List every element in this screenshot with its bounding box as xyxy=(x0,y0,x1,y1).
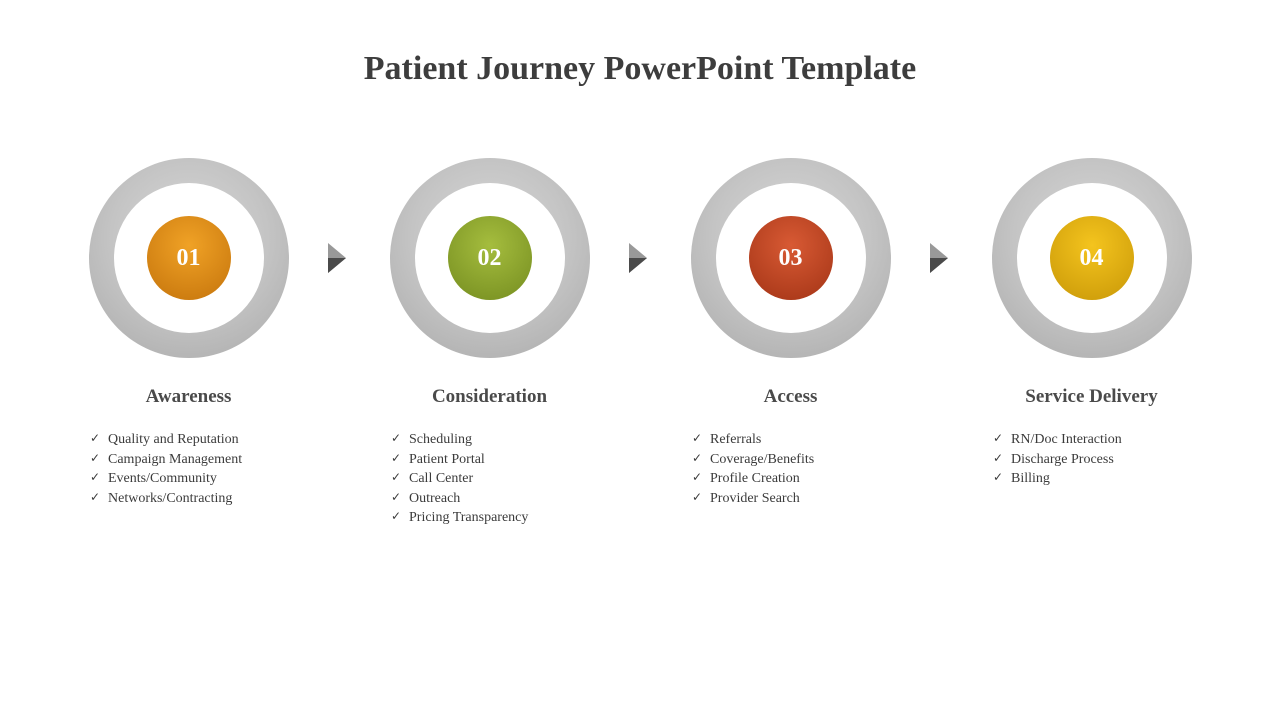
bullet-item: Outreach xyxy=(391,489,528,509)
step-ring-inner: 03 xyxy=(716,183,866,333)
step-title: Service Delivery xyxy=(1025,386,1157,408)
arrow-icon xyxy=(618,158,662,358)
step-01: 01 Awareness Quality and ReputationCampaig… xyxy=(60,158,317,508)
step-ring-inner: 04 xyxy=(1017,183,1167,333)
bullet-item: Referrals xyxy=(692,430,814,450)
step-title: Awareness xyxy=(146,386,232,408)
step-core: 04 xyxy=(1050,216,1134,300)
step-04: 04 Service Delivery RN/Doc InteractionDisc… xyxy=(963,158,1220,489)
arrow-icon xyxy=(317,158,361,358)
step-ring: 01 xyxy=(89,158,289,358)
bullet-item: Pricing Transparency xyxy=(391,508,528,528)
step-title: Access xyxy=(764,386,818,408)
step-ring: 02 xyxy=(390,158,590,358)
step-bullets: SchedulingPatient PortalCall CenterOutre… xyxy=(361,430,528,528)
bullet-item: Quality and Reputation xyxy=(90,430,242,450)
bullet-item: Campaign Management xyxy=(90,450,242,470)
bullet-item: Patient Portal xyxy=(391,450,528,470)
slide-title: Patient Journey PowerPoint Template xyxy=(60,50,1220,88)
step-03: 03 Access ReferralsCoverage/BenefitsProfil… xyxy=(662,158,919,508)
step-02: 02 Consideration SchedulingPatient PortalC… xyxy=(361,158,618,528)
bullet-item: Profile Creation xyxy=(692,469,814,489)
step-ring-inner: 01 xyxy=(114,183,264,333)
step-ring: 04 xyxy=(992,158,1192,358)
bullet-item: Coverage/Benefits xyxy=(692,450,814,470)
step-core: 02 xyxy=(448,216,532,300)
step-core: 01 xyxy=(147,216,231,300)
step-ring-inner: 02 xyxy=(415,183,565,333)
bullet-item: Billing xyxy=(993,469,1122,489)
slide: Patient Journey PowerPoint Template 01 Aw… xyxy=(0,0,1280,720)
bullet-item: Networks/Contracting xyxy=(90,489,242,509)
arrow-icon xyxy=(919,158,963,358)
step-bullets: RN/Doc InteractionDischarge ProcessBilli… xyxy=(963,430,1122,489)
bullet-item: Events/Community xyxy=(90,469,242,489)
bullet-item: Provider Search xyxy=(692,489,814,509)
step-ring: 03 xyxy=(691,158,891,358)
bullet-item: Call Center xyxy=(391,469,528,489)
step-core: 03 xyxy=(749,216,833,300)
step-bullets: ReferralsCoverage/BenefitsProfile Creati… xyxy=(662,430,814,508)
bullet-item: RN/Doc Interaction xyxy=(993,430,1122,450)
steps-row: 01 Awareness Quality and ReputationCampaig… xyxy=(60,158,1220,528)
step-bullets: Quality and ReputationCampaign Managemen… xyxy=(60,430,242,508)
bullet-item: Scheduling xyxy=(391,430,528,450)
step-title: Consideration xyxy=(432,386,547,408)
bullet-item: Discharge Process xyxy=(993,450,1122,470)
